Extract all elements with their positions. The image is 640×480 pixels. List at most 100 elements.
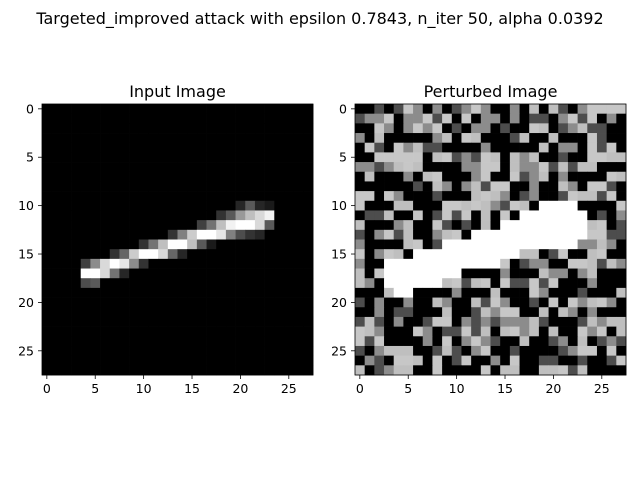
heatmap-cell	[374, 287, 385, 298]
heatmap-cell	[355, 113, 366, 124]
heatmap-cell	[355, 268, 366, 279]
heatmap-cell	[480, 104, 491, 115]
heatmap-cell	[442, 297, 453, 308]
heatmap-cell	[384, 113, 395, 124]
heatmap-cell	[616, 345, 627, 356]
heatmap-cell	[119, 345, 130, 356]
heatmap-cell	[148, 104, 159, 115]
heatmap-cell	[138, 278, 149, 289]
heatmap-cell	[567, 278, 578, 289]
heatmap-cell	[90, 152, 101, 163]
heatmap-cell	[264, 249, 275, 260]
heatmap-cell	[432, 229, 443, 240]
heatmap-cell	[451, 104, 462, 115]
heatmap-cell	[480, 142, 491, 153]
heatmap-cell	[167, 171, 178, 182]
heatmap-cell	[80, 133, 91, 144]
heatmap-cell	[529, 345, 540, 356]
heatmap-cell	[451, 307, 462, 318]
heatmap-cell	[364, 239, 375, 250]
heatmap-cell	[374, 326, 385, 337]
heatmap-cell	[80, 171, 91, 182]
heatmap-cell	[138, 113, 149, 124]
heatmap-cell	[509, 113, 520, 124]
heatmap-cell	[90, 123, 101, 134]
heatmap-cell	[500, 191, 511, 202]
heatmap-cell	[71, 258, 82, 269]
heatmap-cell	[393, 171, 404, 182]
heatmap-cell	[235, 171, 246, 182]
heatmap-cell	[432, 297, 443, 308]
heatmap-cell	[490, 336, 501, 347]
heatmap-cell	[442, 307, 453, 318]
heatmap-cell	[206, 355, 217, 366]
heatmap-cell	[355, 229, 366, 240]
heatmap-cell	[119, 152, 130, 163]
heatmap-cell	[148, 171, 159, 182]
heatmap-cell	[442, 133, 453, 144]
heatmap-cell	[90, 229, 101, 240]
heatmap-cell	[61, 336, 72, 347]
heatmap-cell	[500, 268, 511, 279]
heatmap-cell	[177, 142, 188, 153]
heatmap-cell	[100, 297, 111, 308]
heatmap-cell	[216, 278, 227, 289]
heatmap-cell	[384, 345, 395, 356]
heatmap-cell	[480, 258, 491, 269]
heatmap-cell	[158, 239, 169, 250]
heatmap-cell	[90, 307, 101, 318]
heatmap-cell	[274, 142, 285, 153]
heatmap-cell	[119, 162, 130, 173]
heatmap-cell	[61, 210, 72, 221]
heatmap-cell	[216, 355, 227, 366]
panel-title: Perturbed Image	[424, 82, 558, 101]
heatmap-cell	[71, 181, 82, 192]
heatmap-cell	[616, 113, 627, 124]
heatmap-cell	[616, 287, 627, 298]
heatmap-cell	[138, 142, 149, 153]
heatmap-cell	[442, 200, 453, 211]
heatmap-cell	[109, 200, 120, 211]
heatmap-cell	[451, 297, 462, 308]
heatmap-cell	[51, 249, 62, 260]
heatmap-cell	[606, 355, 617, 366]
heatmap-cell	[374, 123, 385, 134]
heatmap-cell	[451, 133, 462, 144]
heatmap-cell	[138, 365, 149, 376]
heatmap-cell	[138, 162, 149, 173]
heatmap-cell	[293, 171, 304, 182]
heatmap-cell	[422, 239, 433, 250]
heatmap-cell	[61, 152, 72, 163]
heatmap-cell	[42, 229, 53, 240]
heatmap-cell	[293, 297, 304, 308]
heatmap-cell	[177, 307, 188, 318]
heatmap-cell	[293, 268, 304, 279]
heatmap-cell	[138, 210, 149, 221]
heatmap-cell	[393, 152, 404, 163]
heatmap-cell	[129, 133, 140, 144]
heatmap-cell	[567, 123, 578, 134]
heatmap-cell	[42, 355, 53, 366]
heatmap-cell	[148, 229, 159, 240]
heatmap-cell	[393, 307, 404, 318]
heatmap-cell	[422, 316, 433, 327]
heatmap-cell	[61, 355, 72, 366]
heatmap-cell	[403, 336, 414, 347]
heatmap-cell	[80, 239, 91, 250]
heatmap-cell	[303, 297, 314, 308]
heatmap-cell	[283, 104, 294, 115]
heatmap-cell	[364, 162, 375, 173]
heatmap-cell	[403, 239, 414, 250]
heatmap-cell	[500, 171, 511, 182]
heatmap-cell	[500, 365, 511, 376]
heatmap-cell	[303, 326, 314, 337]
heatmap-cell	[355, 191, 366, 202]
heatmap-cell	[538, 239, 549, 250]
heatmap-cell	[80, 113, 91, 124]
heatmap-cell	[71, 287, 82, 298]
heatmap-cell	[355, 171, 366, 182]
heatmap-cell	[461, 316, 472, 327]
heatmap-cell	[432, 152, 443, 163]
heatmap-cell	[80, 249, 91, 260]
